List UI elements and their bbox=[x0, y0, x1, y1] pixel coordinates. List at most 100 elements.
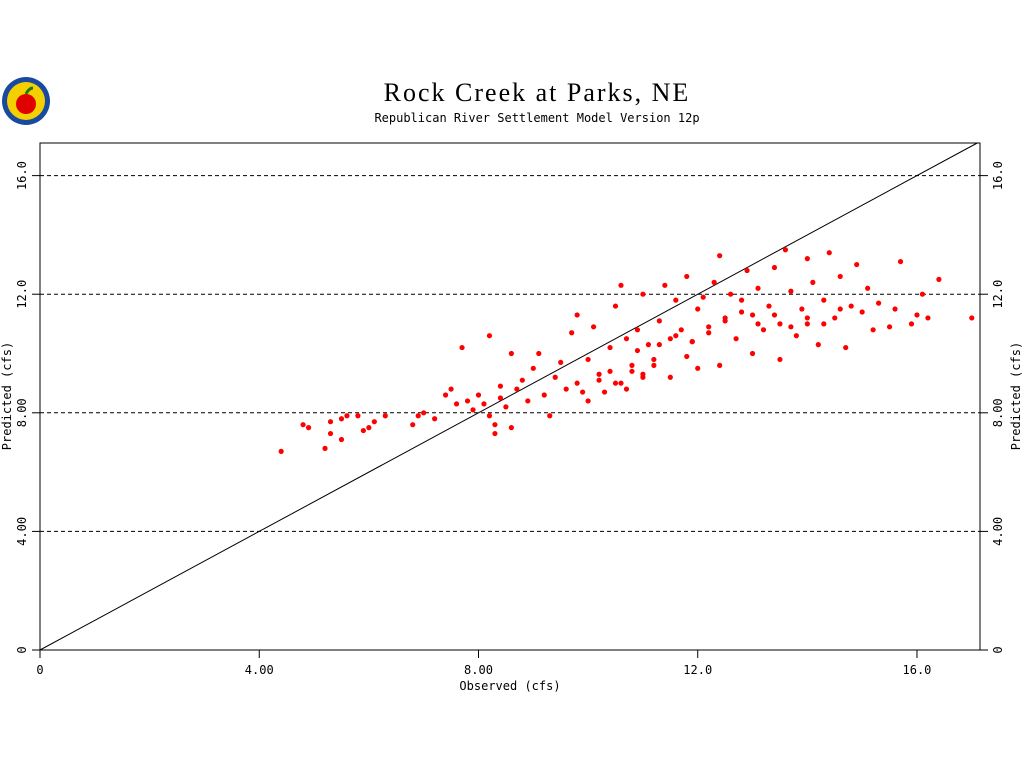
point bbox=[684, 353, 690, 360]
y2-tick-label: 4.00 bbox=[991, 517, 1005, 546]
point bbox=[371, 419, 377, 425]
point bbox=[738, 309, 745, 315]
point bbox=[936, 276, 942, 282]
point bbox=[717, 362, 723, 368]
point bbox=[497, 383, 504, 389]
point bbox=[673, 333, 679, 339]
point bbox=[634, 347, 641, 354]
x-axis-label: Observed (cfs) bbox=[459, 679, 560, 693]
point bbox=[585, 356, 591, 363]
point bbox=[338, 436, 345, 443]
y-tick-label: 4.00 bbox=[15, 517, 29, 546]
point bbox=[558, 359, 564, 366]
x-tick-label: 8.00 bbox=[464, 663, 493, 677]
point bbox=[322, 445, 328, 451]
plot-frame bbox=[39, 142, 981, 651]
point bbox=[651, 362, 657, 368]
point bbox=[453, 401, 460, 407]
point bbox=[623, 386, 630, 392]
point bbox=[355, 413, 361, 419]
y-tick-label: 0 bbox=[15, 646, 29, 653]
point bbox=[338, 416, 345, 422]
point bbox=[925, 315, 931, 321]
point bbox=[744, 267, 750, 274]
point bbox=[547, 413, 553, 419]
y2-tick-label: 12.0 bbox=[991, 280, 1005, 309]
point bbox=[574, 312, 580, 318]
point bbox=[519, 377, 525, 383]
one-to-one-line bbox=[39, 142, 978, 651]
point bbox=[738, 297, 745, 303]
point bbox=[305, 425, 312, 431]
point bbox=[689, 339, 695, 345]
point bbox=[749, 312, 756, 318]
point bbox=[569, 330, 575, 336]
point bbox=[486, 413, 493, 419]
point bbox=[612, 303, 619, 309]
point bbox=[755, 285, 761, 291]
point bbox=[771, 264, 778, 271]
point bbox=[607, 368, 613, 374]
point bbox=[629, 368, 635, 374]
point bbox=[300, 422, 306, 428]
point bbox=[810, 279, 816, 285]
point bbox=[886, 324, 893, 330]
point bbox=[793, 333, 799, 339]
point bbox=[684, 273, 690, 280]
point bbox=[667, 336, 673, 342]
point bbox=[755, 321, 761, 327]
point bbox=[782, 247, 789, 253]
point bbox=[629, 362, 635, 368]
point bbox=[760, 327, 767, 333]
point bbox=[651, 356, 657, 363]
point bbox=[673, 297, 679, 303]
point bbox=[678, 327, 684, 333]
point bbox=[574, 380, 580, 386]
y2-tick-label: 8.00 bbox=[991, 398, 1005, 427]
point bbox=[897, 258, 904, 265]
point bbox=[514, 386, 520, 392]
point bbox=[618, 282, 624, 288]
point bbox=[876, 300, 882, 306]
point bbox=[486, 333, 493, 339]
point bbox=[821, 321, 827, 327]
point bbox=[618, 380, 624, 386]
point bbox=[859, 309, 865, 315]
point bbox=[327, 430, 334, 437]
point bbox=[865, 285, 871, 291]
point bbox=[640, 371, 646, 377]
x-tick-label: 16.0 bbox=[903, 663, 932, 677]
point bbox=[278, 448, 284, 454]
point bbox=[596, 377, 602, 383]
point bbox=[623, 336, 630, 342]
point bbox=[711, 279, 717, 285]
point bbox=[442, 392, 449, 398]
point bbox=[914, 312, 920, 318]
point bbox=[530, 365, 536, 371]
point bbox=[854, 261, 860, 268]
point bbox=[892, 306, 898, 312]
point bbox=[634, 327, 641, 333]
point bbox=[656, 318, 662, 324]
point bbox=[448, 386, 454, 392]
point bbox=[771, 312, 778, 318]
point bbox=[481, 401, 487, 407]
point bbox=[826, 250, 832, 256]
point bbox=[837, 306, 843, 312]
point bbox=[410, 422, 416, 428]
point bbox=[432, 416, 438, 422]
logo bbox=[2, 77, 50, 125]
point bbox=[815, 342, 821, 348]
chart-title: Rock Creek at Parks, NE bbox=[384, 78, 691, 107]
point bbox=[421, 410, 427, 416]
point bbox=[563, 386, 569, 392]
y2-axis-label: Predicted (cfs) bbox=[1009, 342, 1023, 450]
point bbox=[832, 315, 838, 321]
point bbox=[590, 324, 597, 330]
y2-tick-label: 0 bbox=[991, 646, 1005, 653]
point bbox=[327, 419, 334, 425]
x-tick-label: 12.0 bbox=[683, 663, 712, 677]
point bbox=[585, 398, 591, 404]
point bbox=[821, 297, 827, 303]
